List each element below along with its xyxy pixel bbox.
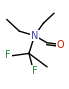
Text: N: N [31, 31, 38, 41]
Text: F: F [5, 50, 11, 60]
Text: F: F [32, 66, 37, 76]
Text: O: O [57, 40, 65, 49]
